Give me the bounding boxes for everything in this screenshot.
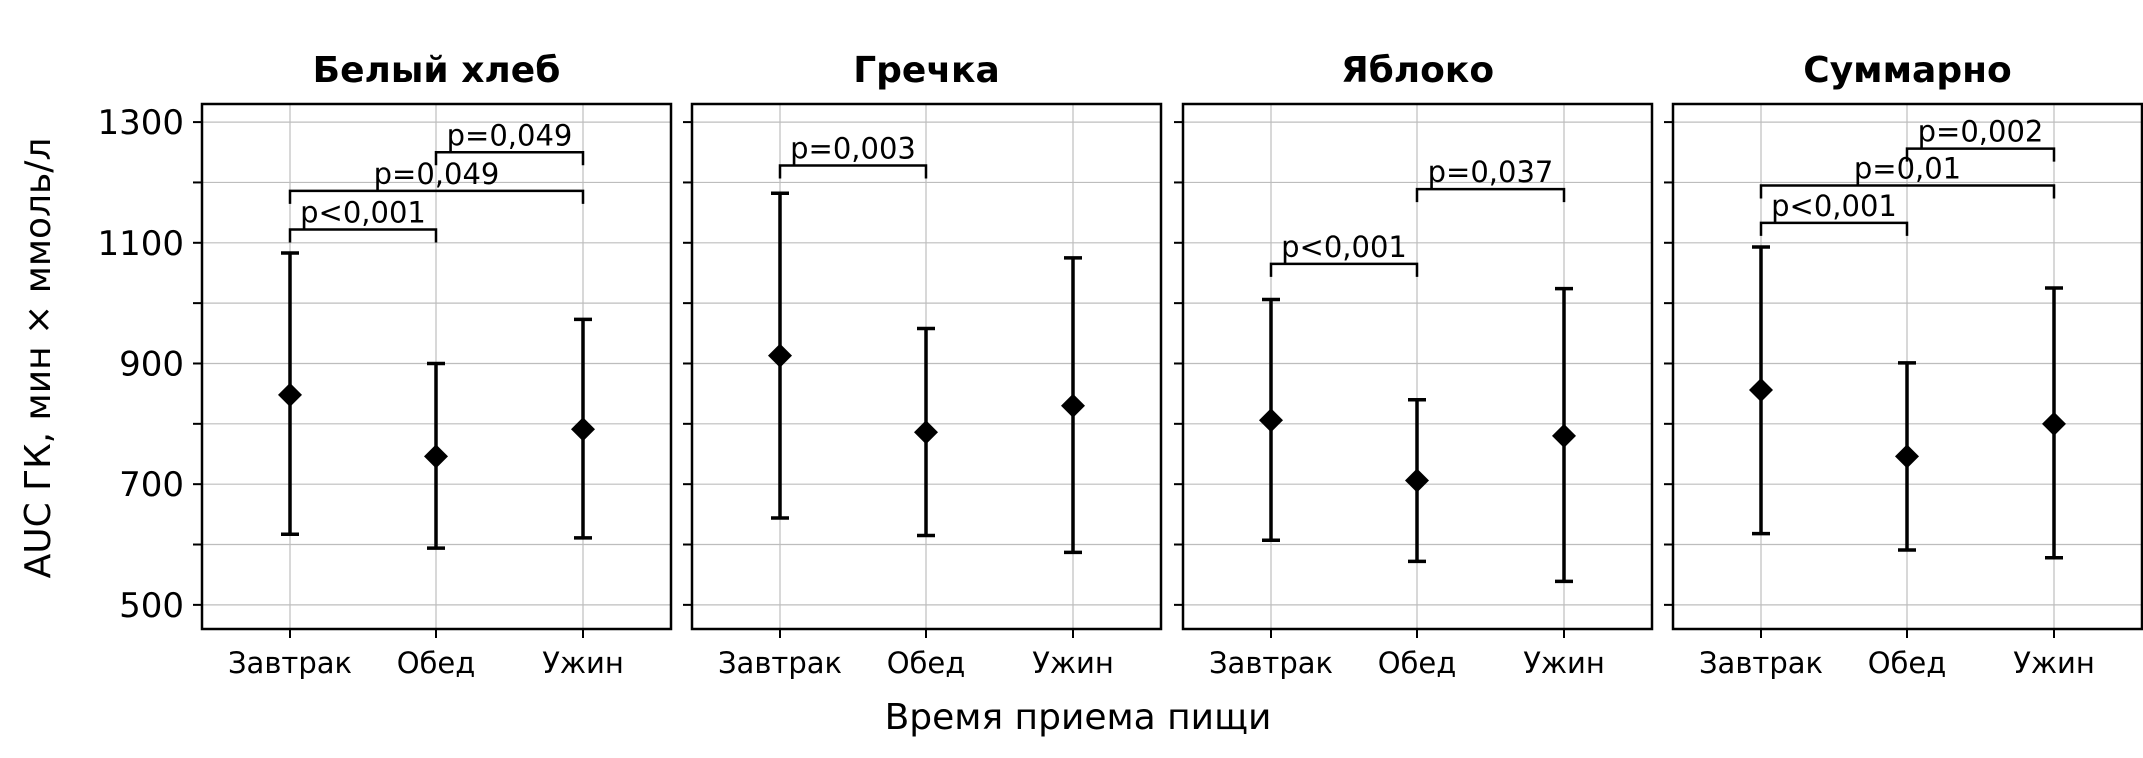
diamond-marker [278, 382, 302, 407]
x-tick-label: Ужин [2013, 646, 2095, 680]
data-point [768, 191, 792, 520]
bracket-line [288, 228, 438, 243]
p-value-label: p=0,003 [790, 132, 916, 166]
y-tick-label: 700 [119, 465, 184, 505]
panel-3: Яблоко Завтрак Обед Ужин p<0,001 p=0,037 [1174, 50, 1654, 680]
data-point [1061, 256, 1085, 555]
diamond-marker [424, 444, 448, 469]
diamond-marker [1749, 378, 1773, 403]
data-point [914, 326, 938, 538]
diamond-marker [914, 420, 938, 445]
p-value-label: p=0,037 [1428, 155, 1554, 189]
x-tick-label: Обед [397, 646, 476, 680]
x-axis-label: Время приема пищи [885, 697, 1272, 738]
diamond-marker [1259, 408, 1283, 433]
diamond-marker [1895, 444, 1919, 469]
x-tick-label: Обед [1378, 646, 1457, 680]
data-point [1895, 361, 1919, 552]
bracket-line [778, 164, 928, 179]
x-tick-label: Завтрак [718, 646, 842, 680]
p-value-label: p<0,001 [300, 196, 426, 230]
bracket-line [1759, 184, 2056, 199]
x-tick-label: Завтрак [1699, 646, 1823, 680]
y-tick-label: 500 [119, 586, 184, 626]
y-tick-label: 1300 [97, 103, 184, 143]
x-tick-label: Обед [887, 646, 966, 680]
p-value-label: p=0,002 [1918, 115, 2044, 149]
x-tick-label: Обед [1868, 646, 1947, 680]
x-tick-label: Завтрак [228, 646, 352, 680]
diamond-marker [1552, 423, 1576, 448]
data-point [1259, 297, 1283, 543]
x-tick-label: Завтрак [1209, 646, 1333, 680]
panel-title: Гречка [853, 50, 1000, 91]
x-tick-label: Ужин [1523, 646, 1605, 680]
bracket-line [1415, 187, 1566, 203]
significance-bracket: p=0,002 [1905, 115, 2056, 162]
data-point [1552, 286, 1576, 584]
bracket-line [1905, 147, 2056, 162]
panel-title: Суммарно [1803, 50, 2011, 91]
data-point [571, 317, 595, 540]
significance-bracket: p=0,003 [778, 132, 928, 179]
x-tick-label: Ужин [1032, 646, 1114, 680]
diamond-marker [1061, 393, 1085, 418]
bracket-line [434, 151, 585, 166]
y-tick-label: 1100 [97, 224, 184, 264]
p-value-label: p<0,001 [1281, 230, 1407, 264]
x-tick-label: Ужин [542, 646, 624, 680]
diamond-marker [768, 343, 792, 368]
p-value-label: p<0,001 [1771, 189, 1897, 223]
data-point [1749, 245, 1773, 536]
bracket-line [1269, 262, 1419, 277]
bracket-line [288, 189, 585, 204]
diamond-marker [2042, 411, 2066, 436]
y-axis-label: AUC ГК, мин × ммоль/л [18, 138, 59, 579]
chart-panels: Белый хлеб 500 700 900 1100 1300 Завтрак Обед Уж… [97, 50, 2143, 680]
panel-title: Яблоко [1341, 50, 1494, 91]
data-point [278, 251, 302, 537]
data-point [424, 361, 448, 550]
significance-bracket: p=0,049 [434, 118, 585, 166]
data-point [1405, 397, 1429, 564]
diamond-marker [571, 417, 595, 442]
panel-2: Гречка Завтрак Обед Ужин p=0,003 [683, 50, 1163, 680]
significance-bracket: p<0,001 [1269, 230, 1419, 277]
diamond-marker [1405, 468, 1429, 493]
panel-title: Белый хлеб [313, 50, 561, 91]
significance-bracket: p<0,001 [1759, 189, 1909, 236]
significance-bracket: p<0,001 [288, 196, 438, 243]
significance-bracket: p=0,037 [1415, 155, 1566, 203]
y-tick-label: 900 [119, 344, 184, 384]
p-value-label: p=0,049 [447, 118, 573, 152]
bracket-line [1759, 221, 1909, 236]
data-point [2042, 286, 2066, 560]
panel-1: Белый хлеб 500 700 900 1100 1300 Завтрак Обед Уж… [97, 50, 673, 680]
